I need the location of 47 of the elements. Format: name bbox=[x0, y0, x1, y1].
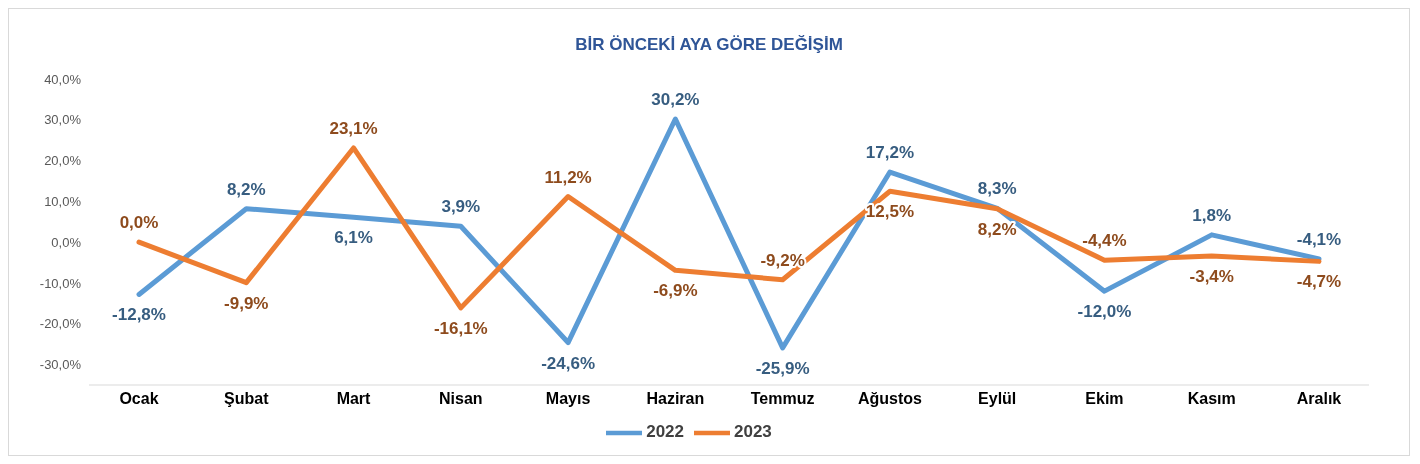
data-label: 1,8% bbox=[1192, 205, 1232, 225]
x-tick-label: Kasım bbox=[1187, 390, 1236, 408]
data-label: 0,0% bbox=[119, 213, 159, 233]
legend-label: 2022 bbox=[646, 422, 684, 442]
data-label: 8,3% bbox=[977, 179, 1017, 199]
data-label: -9,2% bbox=[760, 250, 805, 270]
data-label: 17,2% bbox=[865, 143, 915, 163]
x-tick-label: Şubat bbox=[224, 390, 270, 408]
x-tick-label: Ocak bbox=[119, 390, 159, 408]
data-label: 3,9% bbox=[441, 197, 481, 217]
data-label: 23,1% bbox=[329, 118, 378, 138]
y-tick-label: 30,0% bbox=[44, 112, 82, 128]
x-tick-label: Nisan bbox=[439, 390, 483, 408]
data-label: -4,1% bbox=[1296, 229, 1342, 249]
x-tick-label: Ekim bbox=[1085, 390, 1124, 408]
data-label: 8,2% bbox=[977, 219, 1017, 239]
y-tick-label: -20,0% bbox=[39, 316, 82, 332]
data-label: 30,2% bbox=[651, 89, 700, 109]
data-label: 12,5% bbox=[865, 202, 915, 222]
data-label: -9,9% bbox=[224, 293, 269, 313]
x-tick-label: Ağustos bbox=[857, 390, 923, 408]
y-tick-label: -10,0% bbox=[39, 275, 82, 291]
data-label: -6,9% bbox=[653, 281, 698, 301]
data-label: -25,9% bbox=[755, 358, 810, 378]
data-label: 8,2% bbox=[226, 179, 266, 199]
y-tick-label: -30,0% bbox=[39, 357, 82, 373]
data-label: -12,8% bbox=[112, 305, 166, 325]
data-label: -3,4% bbox=[1189, 267, 1234, 287]
x-tick-label: Haziran bbox=[646, 390, 705, 408]
chart-title: BİR ÖNCEKİ AYA GÖRE DEĞİŞİM bbox=[574, 34, 844, 56]
x-tick-label: Mayıs bbox=[545, 390, 591, 408]
data-label: 6,1% bbox=[334, 228, 373, 248]
y-tick-label: 20,0% bbox=[44, 153, 82, 169]
y-tick-label: 10,0% bbox=[44, 194, 82, 210]
data-label: -4,7% bbox=[1296, 272, 1342, 292]
y-tick-label: 0,0% bbox=[51, 234, 82, 250]
x-tick-label: Eylül bbox=[978, 390, 1017, 408]
x-tick-label: Temmuz bbox=[750, 390, 815, 408]
data-label: -12,0% bbox=[1077, 302, 1132, 322]
data-label: 11,2% bbox=[544, 167, 592, 187]
data-label: -16,1% bbox=[433, 318, 488, 338]
data-label: -4,4% bbox=[1082, 231, 1127, 251]
x-tick-label: Mart bbox=[336, 390, 372, 408]
y-tick-label: 40,0% bbox=[44, 71, 82, 87]
legend-label: 2023 bbox=[734, 422, 772, 442]
data-label: -24,6% bbox=[541, 353, 596, 373]
x-tick-label: Aralık bbox=[1296, 390, 1342, 408]
